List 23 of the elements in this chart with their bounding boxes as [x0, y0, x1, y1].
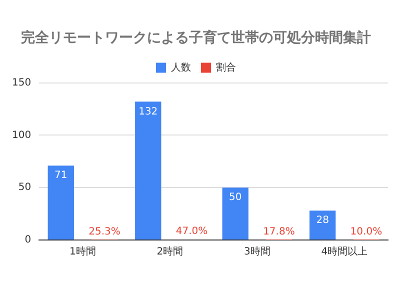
y-tick-label: 50	[18, 182, 32, 194]
y-tick-label: 0	[24, 234, 32, 246]
x-tick-label: 4時間以上	[321, 246, 368, 258]
y-tick-label: 100	[12, 130, 32, 141]
legend-label: 割合	[216, 61, 236, 74]
x-tick-label: 1時間	[70, 246, 96, 258]
data-label: 71	[54, 170, 68, 182]
data-label: 10.0%	[350, 226, 382, 238]
y-tick-label: 150	[12, 77, 32, 88]
legend-label: 人数	[171, 62, 191, 74]
data-label: 50	[228, 192, 242, 204]
bar	[135, 102, 162, 240]
data-label: 132	[138, 106, 158, 118]
x-tick-label: 3時間	[244, 246, 270, 258]
bar	[48, 166, 74, 240]
x-tick-label: 2時間	[156, 246, 184, 258]
chart-title: 完全リモートワークによる子育て世帯の可処分時間集計	[21, 29, 371, 46]
data-label: 47.0%	[176, 226, 208, 238]
data-label: 28	[316, 215, 329, 226]
bar	[222, 188, 248, 240]
data-label: 25.3%	[88, 226, 120, 238]
bar	[309, 210, 336, 240]
data-label: 17.8%	[263, 226, 295, 238]
